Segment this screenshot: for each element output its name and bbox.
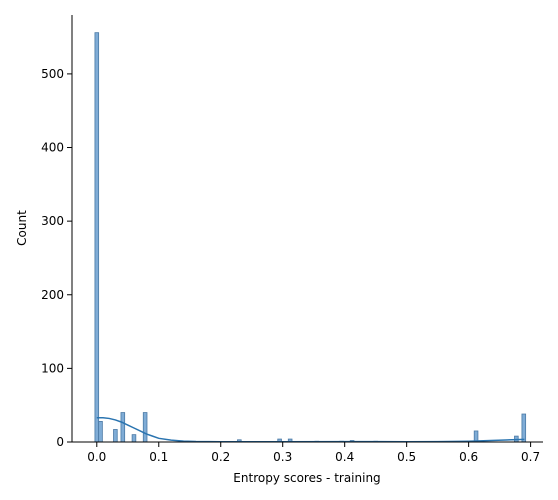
histogram-bar xyxy=(94,32,100,443)
y-tick-label: 200 xyxy=(41,288,64,302)
x-axis-ticks: 0.0 0.1 0.2 0.3 0.4 0.5 0.6 0.7 xyxy=(87,442,540,464)
histogram-bar xyxy=(98,420,103,443)
x-axis-label: Entropy scores - training xyxy=(233,471,380,485)
y-axis-label: Count xyxy=(15,210,29,246)
x-tick-label: 0.6 xyxy=(459,450,478,464)
histogram-bar xyxy=(142,412,148,443)
y-tick-label: 100 xyxy=(41,361,64,375)
y-axis-ticks: 0 100 200 300 400 500 xyxy=(41,67,72,449)
x-tick-label: 0.5 xyxy=(397,450,416,464)
x-tick-label: 0.2 xyxy=(211,450,230,464)
y-tick-label: 300 xyxy=(41,214,64,228)
kde-curve xyxy=(96,416,525,443)
histogram-bar xyxy=(113,429,118,443)
histogram-bar xyxy=(521,413,527,443)
histogram-bar xyxy=(120,412,126,443)
x-tick-label: 0.7 xyxy=(521,450,540,464)
histogram-bars xyxy=(94,32,527,443)
x-tick-label: 0.4 xyxy=(335,450,354,464)
y-tick-label: 400 xyxy=(41,141,64,155)
x-tick-label: 0.0 xyxy=(87,450,106,464)
x-tick-label: 0.3 xyxy=(273,450,292,464)
y-tick-label: 0 xyxy=(56,435,64,449)
x-tick-label: 0.1 xyxy=(149,450,168,464)
histogram-bar xyxy=(131,434,137,443)
y-tick-label: 500 xyxy=(41,67,64,81)
